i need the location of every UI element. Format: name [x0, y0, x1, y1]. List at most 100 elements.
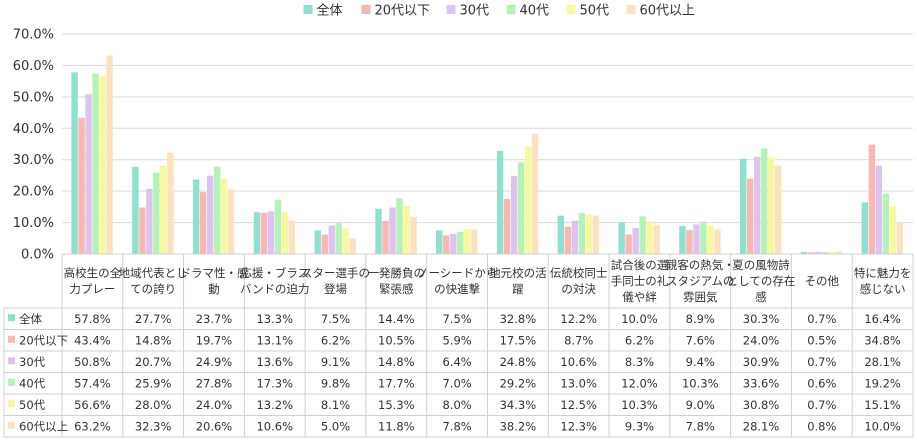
row-label: 20代以下 [19, 333, 68, 347]
bar [139, 207, 146, 254]
bar [503, 199, 511, 254]
bar [450, 233, 457, 254]
table-cell: 27.7% [135, 312, 172, 326]
table-cell: 13.0% [560, 376, 597, 390]
table-cell: 17.3% [256, 376, 293, 390]
bar [889, 206, 897, 254]
bar [740, 158, 747, 254]
bar [861, 202, 869, 254]
y-tick-label: 40.0% [13, 122, 54, 137]
legend-label: 30代 [460, 4, 490, 19]
table-cell: 6.2% [625, 333, 654, 347]
table-cell: 28.1% [864, 355, 901, 369]
table-cell: 28.1% [743, 419, 780, 433]
data-table: 高校生の全力プレー地域代表としての誇りドラマ性・感動応援・ブラスバンドの迫力スタ… [3, 253, 914, 438]
table-cell: 10.5% [378, 333, 415, 347]
bar [531, 133, 539, 254]
table-cell: 12.0% [621, 376, 658, 390]
table-cell: 12.5% [560, 398, 597, 412]
bar [653, 224, 660, 254]
legend-swatch [361, 5, 371, 14]
bar [828, 251, 836, 254]
row-label: 40代 [19, 376, 46, 390]
bar [146, 188, 153, 254]
table-cell: 0.7% [807, 398, 836, 412]
table-cell: 8.9% [686, 312, 715, 326]
table-cell: 30.8% [743, 398, 780, 412]
bar [592, 215, 600, 254]
table-cell: 57.8% [74, 312, 111, 326]
bar [800, 251, 808, 254]
table-cell: 5.0% [321, 419, 350, 433]
table-cell: 50.8% [74, 355, 111, 369]
bar [349, 238, 356, 254]
bar [206, 175, 214, 254]
table-cell: 8.0% [442, 398, 471, 412]
bar [821, 252, 829, 254]
table-cell: 27.8% [196, 376, 233, 390]
table-cell: 9.0% [686, 398, 715, 412]
table-cell: 9.3% [625, 419, 654, 433]
bar [585, 214, 593, 254]
table-cell: 7.0% [442, 376, 471, 390]
y-tick-label: 70.0% [13, 28, 54, 43]
table-cell: 32.3% [135, 419, 172, 433]
row-swatch [8, 357, 15, 365]
bar [375, 208, 382, 254]
table-cell: 29.2% [500, 376, 537, 390]
y-tick-label: 0.0% [21, 248, 54, 263]
category-label: 地域代表としての誇り [119, 266, 188, 296]
table-cell: 24.0% [196, 398, 233, 412]
bar [335, 223, 342, 254]
bar [625, 234, 632, 254]
bar [646, 221, 653, 254]
bar [382, 221, 389, 254]
bar [160, 166, 167, 254]
bar [106, 55, 113, 254]
table-cell: 6.2% [321, 333, 350, 347]
legend-swatch [626, 5, 636, 14]
bar [700, 221, 707, 254]
row-label: 60代以上 [19, 419, 68, 433]
bar [814, 251, 822, 254]
category-label: 地元校の活躍 [489, 266, 547, 296]
category-label: その他 [805, 274, 840, 288]
bar [281, 212, 289, 254]
bar [220, 178, 228, 254]
table-cell: 43.4% [74, 333, 111, 347]
bar [436, 230, 443, 254]
table-cell: 11.8% [378, 419, 415, 433]
table-cell: 6.4% [442, 355, 471, 369]
table-cell: 13.3% [256, 312, 293, 326]
table-cell: 10.3% [682, 376, 719, 390]
category-label: 応援・ブラスバンドの迫力 [240, 266, 310, 296]
bar [227, 189, 235, 254]
bar [882, 193, 890, 254]
bar [457, 232, 464, 254]
category-label: 夏の風物詩としての存在感 [727, 258, 796, 304]
bar [524, 146, 532, 254]
row-label: 50代 [19, 398, 46, 412]
category-label: 伝統校同士の対決 [550, 266, 608, 296]
table-cell: 9.8% [321, 376, 350, 390]
table-cell: 0.7% [807, 355, 836, 369]
bar [693, 224, 700, 254]
table-cell: 10.0% [864, 419, 901, 433]
bar [267, 211, 275, 254]
bar [260, 212, 268, 254]
bar [510, 176, 518, 254]
table-cell: 0.7% [807, 312, 836, 326]
row-swatch [8, 335, 15, 343]
table-cell: 20.6% [196, 419, 233, 433]
table-cell: 15.1% [864, 398, 901, 412]
table-cell: 8.1% [321, 398, 350, 412]
table-cell: 12.2% [560, 312, 597, 326]
bar [342, 228, 349, 254]
bar [92, 73, 99, 254]
table-cell: 7.8% [442, 419, 471, 433]
bar [618, 222, 625, 254]
table-cell: 24.8% [500, 355, 537, 369]
bar [835, 251, 843, 254]
bar [199, 192, 207, 254]
